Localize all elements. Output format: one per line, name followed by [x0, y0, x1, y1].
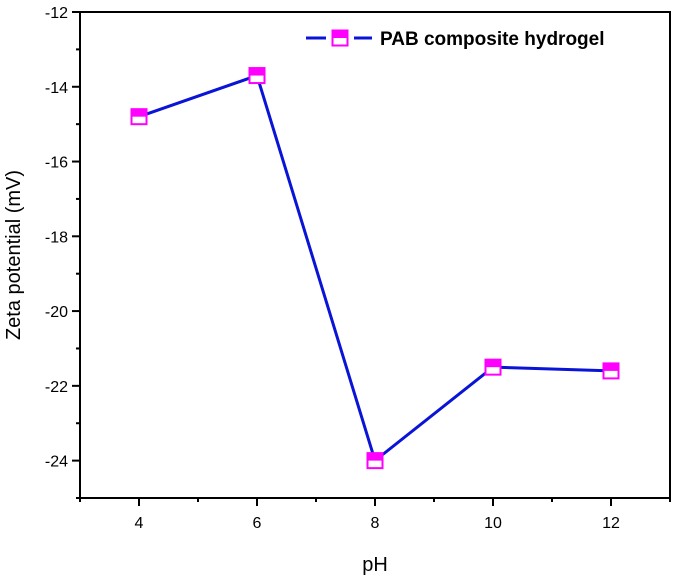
x-tick-label: 12 [602, 515, 620, 532]
x-tick-label: 8 [371, 515, 380, 532]
y-tick-label: -12 [45, 5, 68, 22]
marker-fill [485, 359, 501, 368]
data-series [130, 67, 620, 470]
data-point [366, 452, 384, 470]
data-point [484, 358, 502, 376]
y-tick-label: -20 [45, 304, 68, 321]
data-point [602, 362, 620, 380]
plot-area [79, 11, 671, 499]
x-tick-label: 4 [135, 515, 144, 532]
marker-fill [603, 363, 619, 371]
plot-frame [79, 11, 671, 499]
series-line [138, 74, 612, 463]
y-tick-label: -18 [45, 229, 68, 246]
y-axis-title: Zeta potential (mV) [3, 170, 25, 340]
marker-fill [249, 68, 265, 76]
marker-fill [131, 109, 147, 117]
y-tick-label: -14 [45, 80, 68, 97]
x-tick-label: 10 [484, 515, 502, 532]
x-axis-title: pH [362, 554, 388, 576]
x-tick-label: 6 [253, 515, 262, 532]
data-point [130, 108, 148, 126]
marker-fill [332, 30, 348, 38]
y-tick-label: -22 [45, 379, 68, 396]
y-tick-label: -16 [45, 155, 68, 172]
data-point [248, 67, 266, 85]
legend-marker [331, 29, 349, 47]
legend-label: PAB composite hydrogel [380, 29, 605, 50]
legend: PAB composite hydrogel [306, 29, 605, 50]
y-tick-label: -24 [45, 454, 68, 471]
marker-fill [367, 453, 383, 461]
axes: 4 6 8 10 12 -12 -14 -16 -18 -20 -22 -24 [45, 5, 671, 532]
